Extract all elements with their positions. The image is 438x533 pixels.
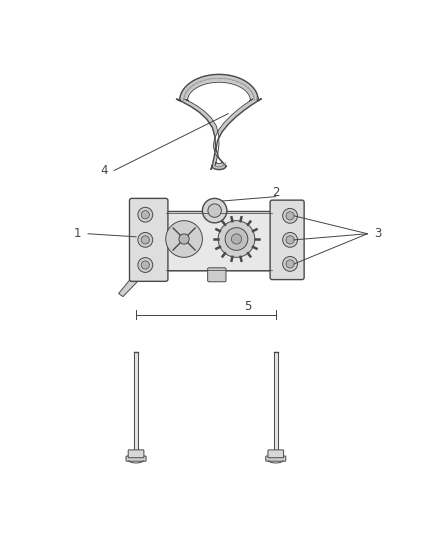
Circle shape <box>141 211 149 219</box>
Circle shape <box>283 256 297 271</box>
Circle shape <box>283 208 297 223</box>
Text: 5: 5 <box>244 300 251 313</box>
Circle shape <box>218 221 255 257</box>
FancyBboxPatch shape <box>266 456 286 461</box>
FancyBboxPatch shape <box>208 268 226 282</box>
Polygon shape <box>185 82 253 165</box>
FancyBboxPatch shape <box>270 200 304 280</box>
Circle shape <box>141 261 149 269</box>
Circle shape <box>138 232 153 247</box>
Text: 2: 2 <box>272 186 279 199</box>
Circle shape <box>179 234 189 244</box>
Text: 4: 4 <box>100 164 108 177</box>
Circle shape <box>138 207 153 222</box>
Text: 3: 3 <box>374 227 381 240</box>
FancyBboxPatch shape <box>126 456 146 461</box>
Circle shape <box>208 204 221 217</box>
Circle shape <box>225 228 248 251</box>
Circle shape <box>286 212 294 220</box>
Circle shape <box>286 260 294 268</box>
Circle shape <box>231 234 242 244</box>
FancyBboxPatch shape <box>268 450 284 458</box>
Circle shape <box>141 236 149 244</box>
Circle shape <box>202 198 227 223</box>
Polygon shape <box>134 352 138 452</box>
Circle shape <box>283 232 297 247</box>
Circle shape <box>286 236 294 244</box>
FancyBboxPatch shape <box>128 450 144 458</box>
Polygon shape <box>177 75 261 169</box>
FancyBboxPatch shape <box>135 212 299 271</box>
Polygon shape <box>274 352 278 452</box>
FancyBboxPatch shape <box>130 198 168 281</box>
Text: 1: 1 <box>74 227 81 240</box>
Circle shape <box>138 257 153 272</box>
Circle shape <box>166 221 202 257</box>
Polygon shape <box>119 270 147 297</box>
